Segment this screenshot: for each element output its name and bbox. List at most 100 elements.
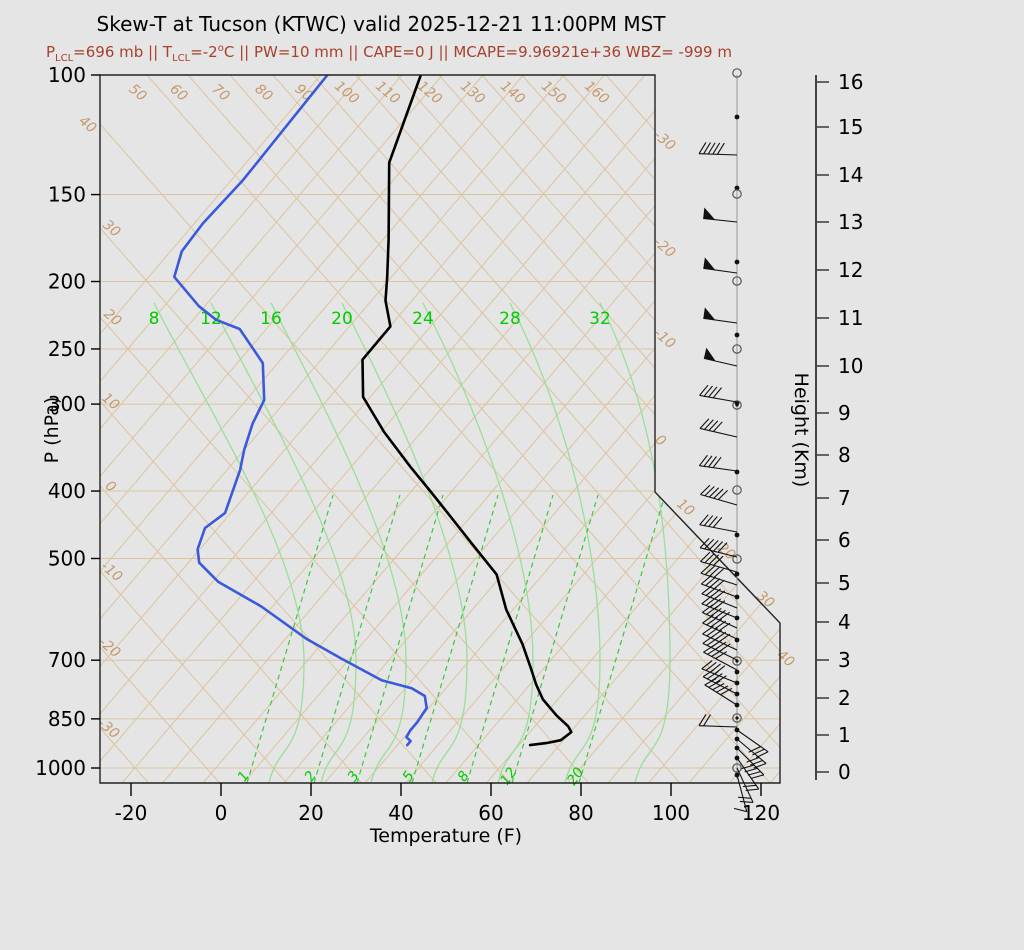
temperature-tick-label: 40 <box>388 801 413 825</box>
pressure-tick-label: 300 <box>48 392 86 416</box>
pressure-tick-label: 500 <box>48 546 86 570</box>
level-circle <box>732 68 742 78</box>
wind-barb <box>703 257 738 274</box>
height-tick-label: 7 <box>838 486 851 510</box>
height-tick-label: 15 <box>838 115 863 139</box>
moist-adiabat-line <box>153 302 305 783</box>
isotherm-line <box>324 75 780 783</box>
isotherm-line <box>100 75 484 783</box>
height-tick-label: 0 <box>838 760 851 784</box>
height-tick-label: 5 <box>838 571 851 595</box>
grid-value-labels: 50 60 70 80 90 100 110 120 130 140 150 160403020100… <box>75 78 797 742</box>
isotherm-line <box>100 75 605 783</box>
temperature-tick-label: 0 <box>215 801 228 825</box>
wind-profile <box>698 68 769 813</box>
chart-title: Skew-T at Tucson (KTWC) valid 2025-12-21… <box>96 12 666 36</box>
moist-adiabat-label: 24 <box>412 309 434 329</box>
level-circle-dot <box>735 403 739 407</box>
isotherm-line <box>567 75 780 783</box>
moist-adiabat-label: 12 <box>200 309 222 329</box>
dry-adiabat-label: 10 <box>98 390 122 414</box>
isotherm-line <box>932 75 1024 783</box>
dry-adiabat-line <box>100 316 511 783</box>
moist-adiabat-label: 32 <box>589 309 611 329</box>
temperature-tick-label: 120 <box>742 801 780 825</box>
wind-barb <box>703 307 738 324</box>
dry-adiabat-label: 160 <box>581 78 612 107</box>
dry-adiabat-label: 110 <box>372 78 403 107</box>
height-tick-label: 6 <box>838 528 851 552</box>
wind-barb <box>699 514 738 533</box>
dry-adiabat-line <box>229 75 780 783</box>
level-dot <box>734 772 740 778</box>
isotherm-line <box>283 75 780 783</box>
wind-barb <box>699 537 738 558</box>
pressure-tick-label: 1000 <box>35 756 86 780</box>
moist-adiabat-line <box>210 302 357 783</box>
pressure-tick-label: 700 <box>48 648 86 672</box>
level-circle <box>732 344 742 354</box>
height-tick-label: 13 <box>838 210 863 234</box>
dry-adiabat-label: 50 <box>126 81 150 105</box>
height-tick-label: 12 <box>838 258 863 282</box>
dry-adiabat-label: 150 <box>538 78 569 107</box>
isotherm-line <box>892 75 1024 783</box>
dry-adiabat-line <box>481 75 780 783</box>
pressure-tick-label: 250 <box>48 337 86 361</box>
pressure-axis-title: P (hPa) <box>41 396 63 464</box>
dry-adiabat-line <box>100 400 437 783</box>
mixing-ratio-line <box>313 494 401 783</box>
temperature-axis-title: Temperature (F) <box>369 825 523 847</box>
dry-adiabat-label: 0 <box>102 478 119 496</box>
wind-barb <box>733 774 748 813</box>
dry-adiabat-line <box>100 227 589 783</box>
level-circle <box>732 554 742 564</box>
dry-adiabat-line <box>272 75 780 783</box>
pressure-tick-label: 200 <box>48 270 86 294</box>
isotherm-line <box>100 75 403 783</box>
level-dot <box>734 185 740 191</box>
height-tick-label: 10 <box>838 354 863 378</box>
dry-adiabat-line <box>100 646 221 783</box>
dry-adiabat-label: 40 <box>75 113 99 137</box>
level-circle <box>732 656 742 666</box>
wind-barb <box>700 563 738 586</box>
temperature-tick-label: 100 <box>652 801 690 825</box>
isotherm-line <box>526 75 780 783</box>
level-dot <box>734 332 740 338</box>
dry-adiabat-label: 130 <box>457 78 488 107</box>
wind-barb <box>699 418 738 438</box>
wind-barb <box>701 585 738 609</box>
height-tick-label: 14 <box>838 163 863 187</box>
isotherm-line <box>100 75 362 783</box>
moist-adiabat-line <box>270 302 407 783</box>
isotherm-line <box>100 75 646 783</box>
dry-adiabat-line <box>396 75 780 783</box>
wind-barb <box>703 644 738 671</box>
temperature-tick-label: 80 <box>568 801 593 825</box>
isotherm-label: 10 <box>673 496 697 520</box>
wind-barb <box>702 614 738 640</box>
wind-barb <box>698 714 738 728</box>
dry-adiabat-line <box>100 570 287 783</box>
wind-barb <box>699 384 738 403</box>
pressure-tick-label: 850 <box>48 707 86 731</box>
dry-adiabat-label: 30 <box>99 217 123 241</box>
moist-adiabat-label: 16 <box>260 309 282 329</box>
isotherm-line <box>100 75 565 783</box>
moist-adiabat-line <box>422 302 534 783</box>
level-circle <box>732 763 742 773</box>
mixing-ratio-line <box>578 494 666 783</box>
dry-adiabat-line <box>100 123 681 783</box>
temperature-tick-label: 20 <box>298 801 323 825</box>
dry-adiabat-label: 70 <box>209 81 233 105</box>
height-tick-label: 9 <box>838 401 851 425</box>
isotherm-line <box>100 75 443 783</box>
isotherm-line <box>162 75 767 783</box>
level-dot <box>734 114 740 120</box>
level-dot <box>734 259 740 265</box>
level-circle <box>732 276 742 286</box>
